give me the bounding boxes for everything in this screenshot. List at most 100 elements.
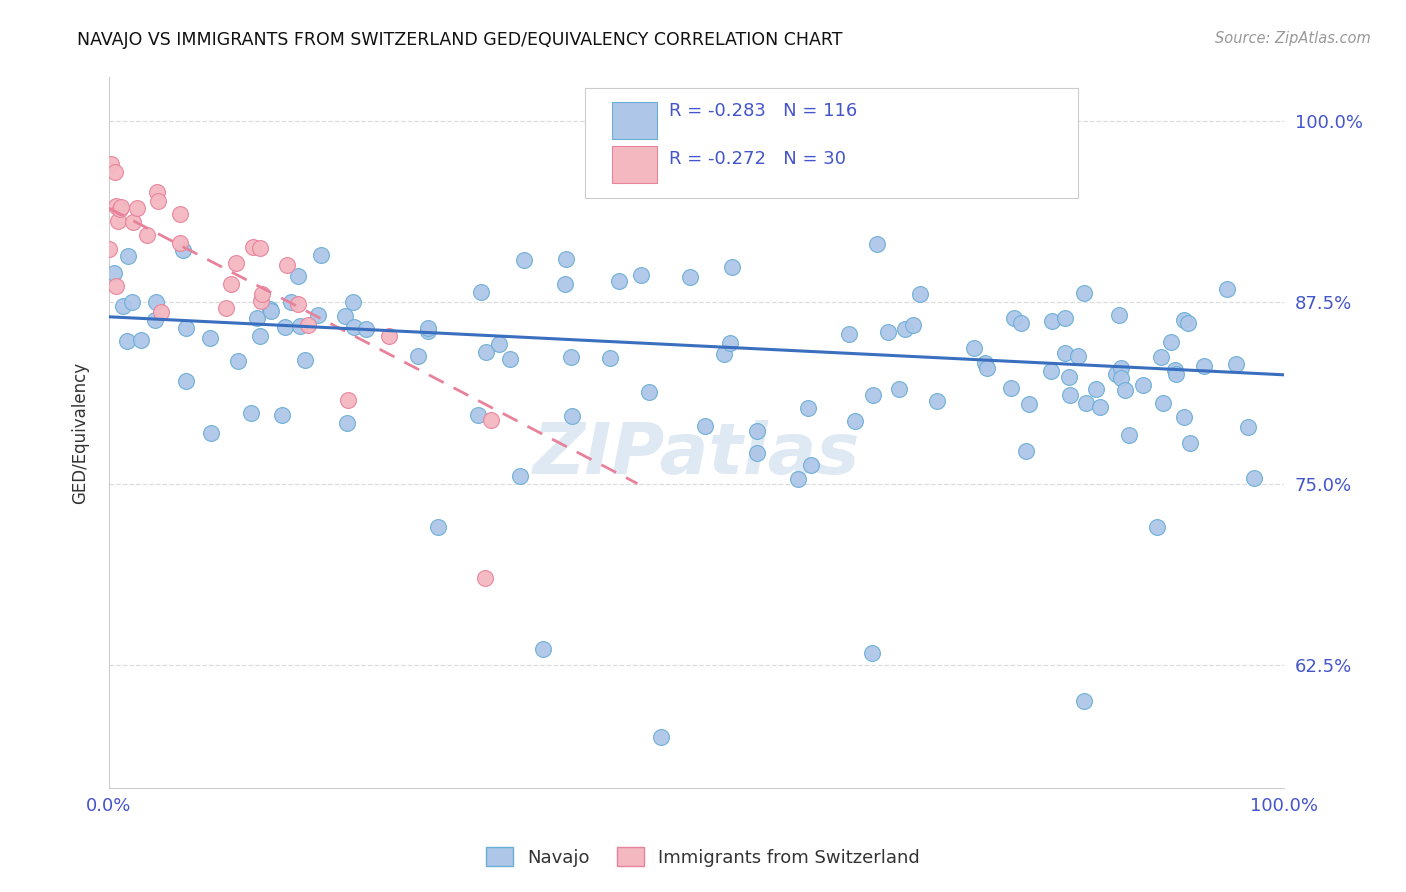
Point xyxy=(416,321,439,335)
Point xyxy=(127,202,149,216)
Point xyxy=(499,351,522,366)
Point xyxy=(718,335,741,350)
Text: NAVAJO VS IMMIGRANTS FROM SWITZERLAND GED/EQUIVALENCY CORRELATION CHART: NAVAJO VS IMMIGRANTS FROM SWITZERLAND GE… xyxy=(77,31,842,49)
Point xyxy=(200,425,222,440)
Point xyxy=(105,199,128,213)
Point xyxy=(249,328,271,343)
Point xyxy=(1018,397,1040,411)
Point xyxy=(100,157,122,171)
Point xyxy=(693,418,716,433)
Point xyxy=(333,310,356,324)
Point xyxy=(271,408,294,422)
Point xyxy=(630,268,652,282)
Point xyxy=(1057,369,1080,384)
Point xyxy=(250,287,273,301)
Point xyxy=(219,277,242,292)
Point xyxy=(150,305,173,319)
Point xyxy=(796,401,818,416)
Point xyxy=(1076,396,1098,410)
Point xyxy=(470,285,492,299)
Point xyxy=(406,349,429,363)
FancyBboxPatch shape xyxy=(612,103,658,139)
Point xyxy=(311,247,333,261)
Point xyxy=(276,258,298,272)
Point xyxy=(475,345,498,359)
Point xyxy=(1243,471,1265,485)
Point xyxy=(1152,396,1174,410)
Point xyxy=(1150,350,1173,364)
Point xyxy=(1085,382,1108,396)
Point xyxy=(1177,316,1199,330)
Point xyxy=(474,571,496,585)
Point xyxy=(280,295,302,310)
Point xyxy=(307,308,329,322)
Point xyxy=(274,320,297,334)
Point xyxy=(1067,349,1090,363)
Point xyxy=(745,446,768,460)
Text: ZIPatlas: ZIPatlas xyxy=(533,419,860,489)
Point xyxy=(974,356,997,370)
Legend: Navajo, Immigrants from Switzerland: Navajo, Immigrants from Switzerland xyxy=(478,840,928,874)
Point xyxy=(336,416,359,430)
Point xyxy=(121,215,143,229)
Point xyxy=(1053,310,1076,325)
Point xyxy=(1059,388,1081,402)
Point xyxy=(554,252,576,266)
Point xyxy=(107,214,129,228)
Point xyxy=(720,260,742,274)
Text: Source: ZipAtlas.com: Source: ZipAtlas.com xyxy=(1215,31,1371,46)
Text: R = -0.283   N = 116: R = -0.283 N = 116 xyxy=(669,102,858,120)
Point xyxy=(862,646,884,660)
Point xyxy=(925,394,948,409)
Point xyxy=(121,294,143,309)
Point xyxy=(1146,520,1168,534)
Point xyxy=(1053,346,1076,360)
Point xyxy=(342,295,364,310)
Point xyxy=(1216,282,1239,296)
Y-axis label: GED/Equivalency: GED/Equivalency xyxy=(72,362,89,504)
Text: R = -0.272   N = 30: R = -0.272 N = 30 xyxy=(669,150,846,169)
Point xyxy=(259,302,281,317)
Point xyxy=(378,329,401,343)
Point xyxy=(866,236,889,251)
Point xyxy=(561,409,583,424)
Point xyxy=(145,295,167,310)
Point xyxy=(1166,367,1188,381)
Point xyxy=(554,277,576,291)
Point xyxy=(1109,371,1132,385)
Point xyxy=(97,242,120,256)
Point xyxy=(143,312,166,326)
Point xyxy=(963,341,986,355)
Point xyxy=(908,286,931,301)
Point xyxy=(297,318,319,332)
Point xyxy=(416,324,439,338)
Point xyxy=(287,268,309,283)
Point xyxy=(560,351,582,365)
Point xyxy=(650,731,672,745)
Point xyxy=(176,374,198,388)
Point xyxy=(117,249,139,263)
Point xyxy=(747,425,769,439)
FancyBboxPatch shape xyxy=(612,146,658,184)
Point xyxy=(1073,285,1095,300)
Point xyxy=(800,458,823,473)
Point xyxy=(509,469,531,483)
FancyBboxPatch shape xyxy=(585,88,1078,198)
Point xyxy=(1160,335,1182,350)
Point xyxy=(148,194,170,209)
Point xyxy=(1108,308,1130,322)
Point xyxy=(901,318,924,332)
Point xyxy=(1040,314,1063,328)
Point xyxy=(887,382,910,396)
Point xyxy=(1109,361,1132,376)
Point xyxy=(104,165,127,179)
Point xyxy=(228,353,250,368)
Point xyxy=(786,472,808,486)
Point xyxy=(1132,377,1154,392)
Point xyxy=(1178,435,1201,450)
Point xyxy=(294,353,316,368)
Point xyxy=(1237,419,1260,434)
Point xyxy=(1105,367,1128,381)
Point xyxy=(176,321,198,335)
Point xyxy=(1000,380,1022,394)
